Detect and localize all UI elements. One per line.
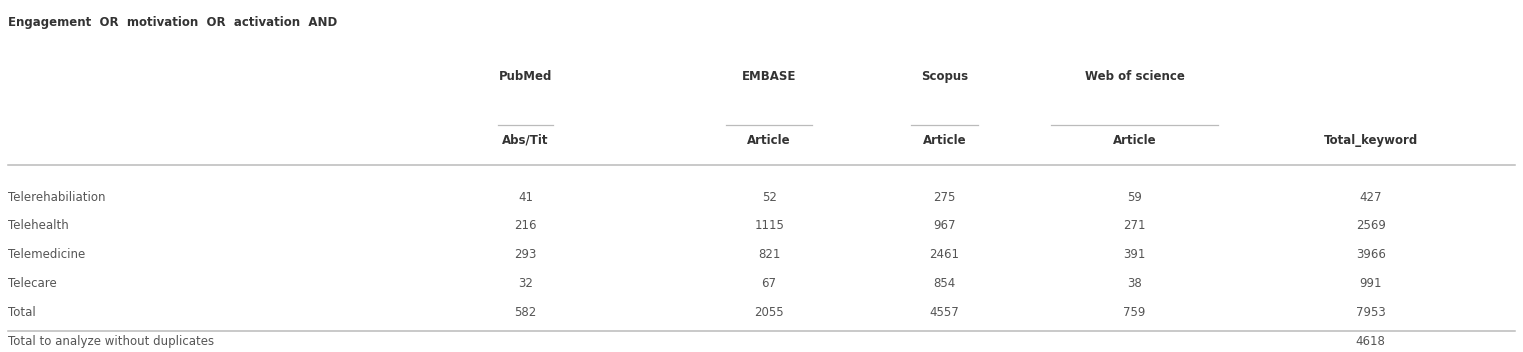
- Text: Article: Article: [923, 134, 966, 147]
- Text: Engagement  OR  motivation  OR  activation  AND: Engagement OR motivation OR activation A…: [8, 16, 337, 29]
- Text: Abs/Tit: Abs/Tit: [503, 134, 548, 147]
- Text: 271: 271: [1124, 220, 1145, 232]
- Text: 821: 821: [758, 249, 780, 261]
- Text: Telerehabiliation: Telerehabiliation: [8, 191, 105, 203]
- Text: 759: 759: [1124, 306, 1145, 319]
- Text: Web of science: Web of science: [1084, 70, 1185, 83]
- Text: 2461: 2461: [929, 249, 959, 261]
- Text: 854: 854: [934, 277, 955, 290]
- Text: Article: Article: [748, 134, 790, 147]
- Text: 2055: 2055: [754, 306, 784, 319]
- Text: 41: 41: [518, 191, 533, 203]
- Text: 216: 216: [515, 220, 536, 232]
- Text: 991: 991: [1360, 277, 1381, 290]
- Text: Telecare: Telecare: [8, 277, 56, 290]
- Text: EMBASE: EMBASE: [742, 70, 797, 83]
- Text: 275: 275: [934, 191, 955, 203]
- Text: 32: 32: [518, 277, 533, 290]
- Text: 38: 38: [1127, 277, 1142, 290]
- Text: 4557: 4557: [929, 306, 959, 319]
- Text: 52: 52: [762, 191, 777, 203]
- Text: 293: 293: [515, 249, 536, 261]
- Text: Article: Article: [1113, 134, 1156, 147]
- Text: 582: 582: [515, 306, 536, 319]
- Text: 7953: 7953: [1355, 306, 1386, 319]
- Text: Total to analyze without duplicates: Total to analyze without duplicates: [8, 335, 213, 348]
- Text: Total_keyword: Total_keyword: [1323, 134, 1418, 147]
- Text: Scopus: Scopus: [921, 70, 967, 83]
- Text: 59: 59: [1127, 191, 1142, 203]
- Text: 2569: 2569: [1355, 220, 1386, 232]
- Text: 427: 427: [1360, 191, 1381, 203]
- Text: PubMed: PubMed: [498, 70, 553, 83]
- Text: 67: 67: [762, 277, 777, 290]
- Text: 391: 391: [1124, 249, 1145, 261]
- Text: 967: 967: [934, 220, 955, 232]
- Text: Telehealth: Telehealth: [8, 220, 69, 232]
- Text: Telemedicine: Telemedicine: [8, 249, 85, 261]
- Text: 4618: 4618: [1355, 335, 1386, 348]
- Text: 3966: 3966: [1355, 249, 1386, 261]
- Text: Total: Total: [8, 306, 35, 319]
- Text: 1115: 1115: [754, 220, 784, 232]
